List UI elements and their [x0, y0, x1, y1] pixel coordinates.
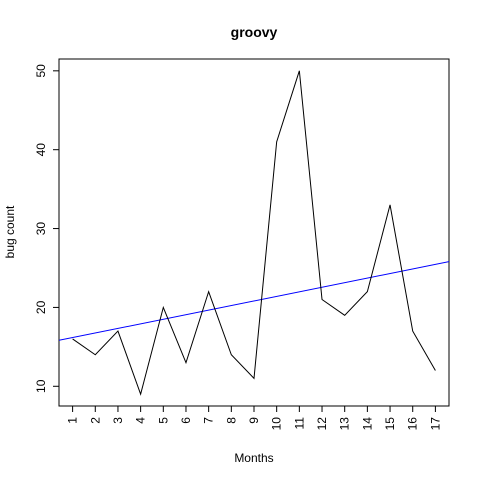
x-tick-label: 12 — [315, 417, 329, 431]
x-tick-label: 16 — [406, 417, 420, 431]
y-tick-label: 40 — [34, 143, 48, 157]
x-tick-label: 3 — [111, 417, 125, 424]
x-tick-label: 4 — [134, 417, 148, 424]
x-tick-label: 14 — [360, 417, 374, 431]
x-tick-label: 13 — [338, 417, 352, 431]
y-tick-label: 30 — [34, 222, 48, 236]
plot-area — [59, 70, 449, 396]
x-tick-label: 17 — [428, 417, 442, 431]
x-tick-label: 7 — [202, 417, 216, 424]
x-axis: 1 2 3 4 5 6 7 8 9 10 11 12 13 14 15 16 17 — [66, 406, 442, 431]
chart-title: groovy — [231, 24, 278, 40]
x-tick-label: 11 — [292, 417, 306, 430]
x-tick-label: 15 — [383, 417, 397, 431]
plot-frame — [58, 58, 450, 407]
trend-line — [59, 261, 449, 341]
x-tick-label: 10 — [270, 417, 284, 431]
x-axis-label: Months — [234, 451, 273, 465]
y-tick-label: 10 — [34, 379, 48, 393]
x-tick-label: 8 — [224, 417, 238, 424]
x-tick-label: 6 — [179, 417, 193, 424]
x-tick-label: 5 — [156, 417, 170, 424]
x-tick-label: 2 — [88, 417, 102, 424]
x-tick-label: 1 — [66, 417, 80, 424]
y-tick-label: 50 — [34, 64, 48, 78]
y-axis: 10 20 30 40 50 — [34, 64, 59, 393]
series-line — [72, 70, 436, 396]
y-tick-label: 20 — [34, 300, 48, 314]
x-tick-label: 9 — [247, 417, 261, 424]
y-axis-label: bug count — [3, 205, 17, 258]
